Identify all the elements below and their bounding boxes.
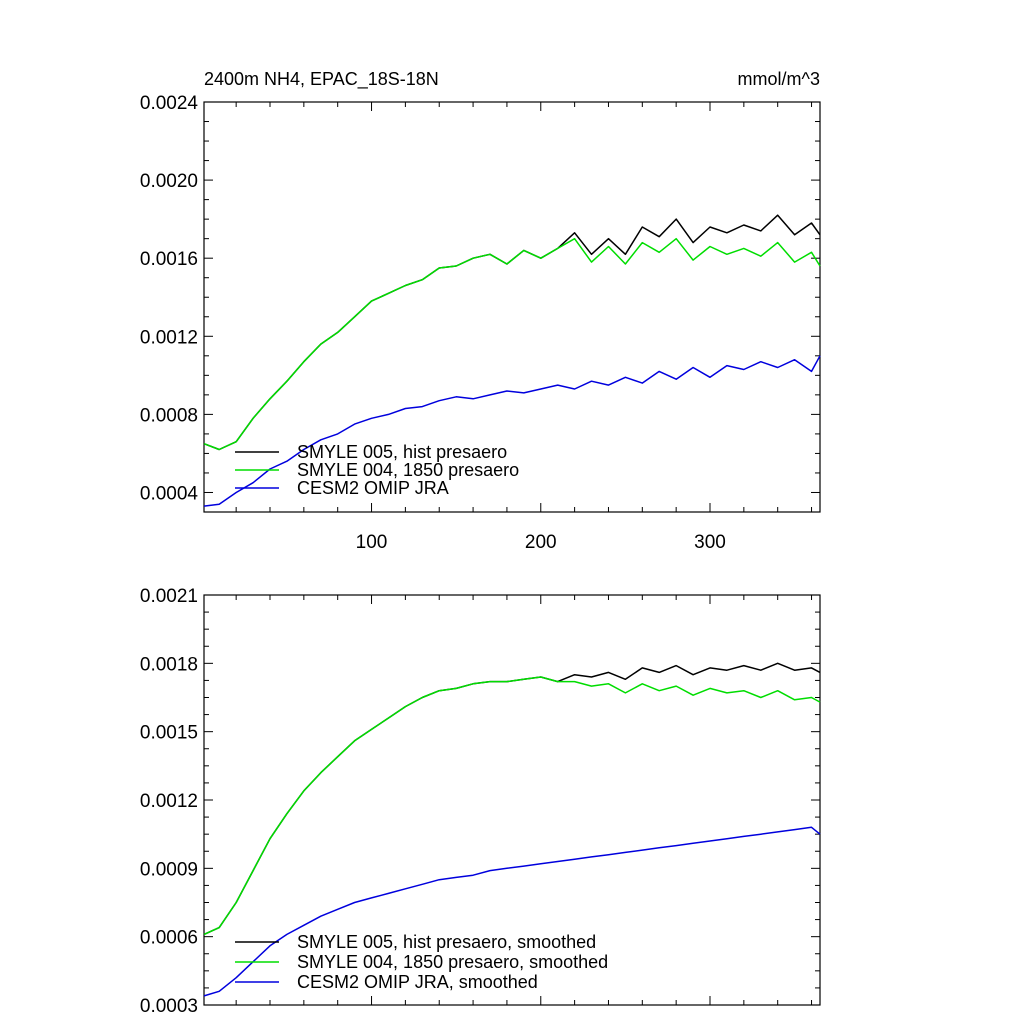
y-tick-label: 0.0016 bbox=[140, 249, 198, 270]
y-tick-label: 0.0021 bbox=[140, 586, 198, 607]
series-line-2 bbox=[203, 355, 821, 507]
chart-title: 2400m NH4, EPAC_18S-18N bbox=[204, 69, 439, 90]
top-panel: 0.0004 0.0008 0.0012 0.0016 0.0020 0.0024 100 2… bbox=[140, 69, 821, 553]
y-tick-label: 0.0024 bbox=[140, 93, 199, 114]
legend-label: CESM2 OMIP JRA bbox=[297, 478, 449, 498]
series-line-1 bbox=[203, 237, 821, 451]
legend-label: SMYLE 004, 1850 presaero, smoothed bbox=[297, 952, 608, 972]
legend-label: SMYLE 004, 1850 presaero bbox=[297, 460, 519, 480]
plot-frame bbox=[203, 101, 821, 513]
y-tick-label: 0.0003 bbox=[140, 996, 198, 1017]
y-tick-label: 0.0012 bbox=[140, 791, 198, 812]
x-tick-label: 100 bbox=[356, 532, 388, 553]
y-tick-label: 0.0009 bbox=[140, 859, 198, 880]
y-tick-label: 0.0015 bbox=[140, 723, 198, 744]
y-tick-label: 0.0008 bbox=[140, 405, 198, 426]
legend-label: SMYLE 005, hist presaero, smoothed bbox=[297, 932, 596, 952]
bottom-panel: 0.0003 0.0006 0.0009 0.0012 0.0015 0.0018 0.00… bbox=[140, 586, 821, 1017]
series-line-0 bbox=[203, 662, 821, 936]
y-tick-label: 0.0006 bbox=[140, 928, 198, 949]
series-line-2 bbox=[203, 826, 821, 997]
legend-label: CESM2 OMIP JRA, smoothed bbox=[297, 972, 538, 992]
y-tick-label: 0.0018 bbox=[140, 654, 198, 675]
units-label: mmol/m^3 bbox=[738, 69, 820, 89]
y-tick-label: 0.0020 bbox=[140, 171, 198, 192]
y-tick-label: 0.0004 bbox=[140, 483, 199, 504]
x-tick-label: 200 bbox=[525, 532, 557, 553]
x-tick-label: 300 bbox=[694, 532, 726, 553]
y-tick-label: 0.0012 bbox=[140, 327, 198, 348]
series-line-0 bbox=[203, 214, 821, 451]
series-line-1 bbox=[203, 676, 821, 936]
legend-label: SMYLE 005, hist presaero bbox=[297, 442, 507, 462]
